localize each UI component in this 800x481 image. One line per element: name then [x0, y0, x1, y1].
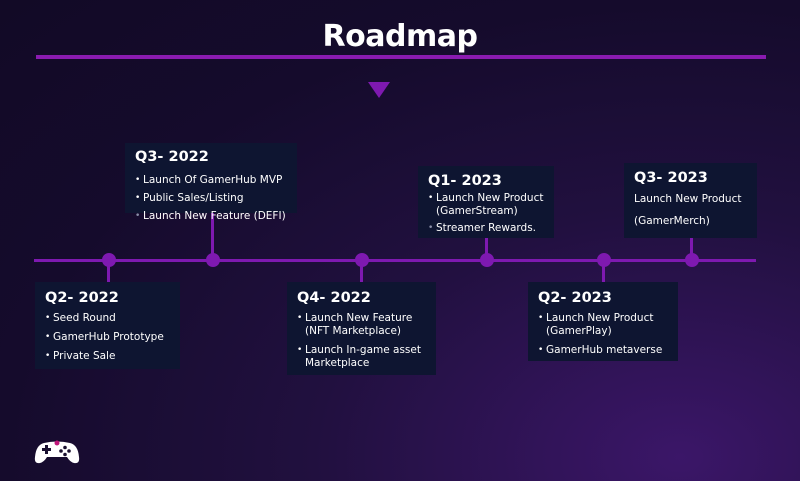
- list-item: • Public Sales/Listing: [135, 192, 244, 204]
- list-item-text: (GamerMerch): [634, 215, 710, 227]
- milestone-card-q3-2022: Q3- 2022 • Launch Of GamerHub MVP • Public…: [125, 143, 297, 222]
- timeline-node-q4-2022: [355, 253, 369, 267]
- stem-q3-2022: [211, 213, 214, 255]
- list-item: • Private Sale: [45, 350, 116, 362]
- timeline-node-q1-2023: [480, 253, 494, 267]
- list-item: • GamerHub Prototype: [45, 331, 164, 343]
- list-item: • Streamer Rewards.: [428, 222, 537, 234]
- list-item-text: Launch New Product (GamerPlay): [546, 312, 654, 337]
- list-item-text: Public Sales/Listing: [143, 192, 244, 204]
- list-item-text: Streamer Rewards.: [436, 222, 537, 234]
- stem-q2-2022: [107, 266, 110, 282]
- page-title: Roadmap: [322, 19, 478, 54]
- stem-q4-2022: [360, 266, 363, 282]
- milestone-card-q2-2023: Q2- 2023 • Launch New Product (GamerPlay)…: [528, 282, 678, 361]
- list-item: • Launch New Feature (NFT Marketplace): [297, 312, 426, 338]
- milestone-title: Q4- 2022: [297, 290, 371, 306]
- list-item: • GamerHub metaverse: [538, 344, 663, 356]
- list-item-text: GamerHub Prototype: [53, 331, 164, 343]
- list-item-text: Launch In-game asset Marketplace: [305, 344, 421, 369]
- list-item-text: GamerHub metaverse: [546, 344, 663, 356]
- timeline-node-q3-2023: [685, 253, 699, 267]
- stem-q3-2023: [690, 238, 693, 255]
- list-item: • Launch New Product (GamerPlay): [538, 312, 668, 338]
- timeline-node-q2-2023: [597, 253, 611, 267]
- milestone-title: Q3- 2022: [135, 149, 209, 165]
- list-item-text: Launch New Feature (DEFI): [143, 210, 286, 222]
- milestone-title: Q2- 2023: [538, 290, 612, 306]
- milestone-title: Q2- 2022: [45, 290, 119, 306]
- milestone-card-q3-2023: Q3- 2023 Launch New Product (GamerMerch): [624, 163, 757, 238]
- gamepad-icon: [34, 439, 80, 470]
- list-item: • Seed Round: [45, 312, 116, 324]
- list-item-text: Launch New Product: [634, 193, 742, 205]
- milestone-card-q2-2022: Q2- 2022 • Seed Round • GamerHub Prototype…: [35, 282, 180, 369]
- list-item-text: Launch New Product (GamerStream): [436, 192, 544, 217]
- stem-q1-2023: [485, 238, 488, 255]
- milestone-description: Launch New Product (GamerMerch): [634, 193, 747, 228]
- stem-q2-2023: [602, 266, 605, 282]
- triangle-pointer-icon: [368, 82, 390, 98]
- list-item-text: Private Sale: [53, 350, 116, 362]
- list-item: • Launch In-game asset Marketplace: [297, 344, 426, 370]
- timeline-node-q3-2022: [206, 253, 220, 267]
- list-item-text: Launch New Feature (NFT Marketplace): [305, 312, 413, 337]
- milestone-card-q4-2022: Q4- 2022 • Launch New Feature (NFT Market…: [287, 282, 436, 375]
- list-item: • Launch New Product (GamerStream): [428, 192, 544, 217]
- list-item-text: Seed Round: [53, 312, 116, 324]
- timeline-node-q2-2022: [102, 253, 116, 267]
- list-item: • Launch New Feature (DEFI): [135, 210, 286, 222]
- list-item-text: Launch Of GamerHub MVP: [143, 174, 283, 186]
- milestone-card-q1-2023: Q1- 2023 • Launch New Product (GamerStrea…: [418, 166, 554, 238]
- milestone-title: Q1- 2023: [428, 173, 502, 189]
- timeline-line: [34, 259, 756, 262]
- milestone-title: Q3- 2023: [634, 170, 708, 186]
- title-underline: [36, 55, 766, 59]
- list-item: • Launch Of GamerHub MVP: [135, 174, 283, 186]
